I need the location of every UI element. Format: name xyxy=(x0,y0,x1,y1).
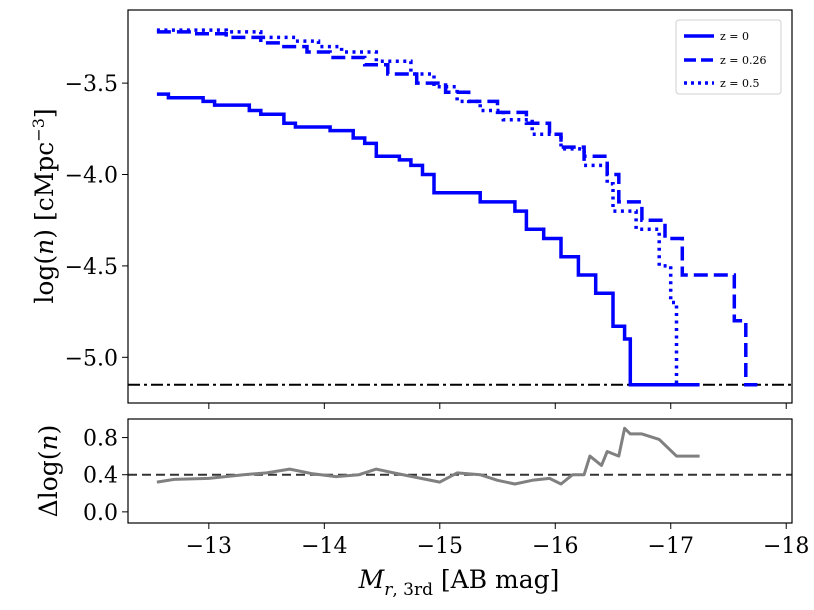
bottom-panel: 0.0 0.4 0.8 −13 −14 −15 −16 −17 −18 Δlog(n) Mr, … xyxy=(34,418,809,600)
legend-label-z0: z = 0 xyxy=(720,30,749,43)
top-ytick-label: −3.5 xyxy=(65,72,118,97)
bottom-ytick-label: 0.0 xyxy=(83,501,118,526)
series-line-2 xyxy=(156,28,679,385)
bottom-xtick-label: −18 xyxy=(763,534,809,559)
bottom-axes-frame xyxy=(127,418,793,524)
top-ticks-group: −3.5 −4.0 −4.5 −5.0 xyxy=(65,72,787,409)
bottom-xtick-label: −15 xyxy=(417,534,463,559)
bottom-ytick-label: 0.4 xyxy=(83,464,118,489)
bottom-y-axis-label: Δlog(n) xyxy=(34,425,63,518)
top-axes-frame xyxy=(127,9,793,404)
bottom-xtick-label: −13 xyxy=(186,534,232,559)
bottom-xtick-label: −16 xyxy=(532,534,578,559)
legend-label-z05: z = 0.5 xyxy=(720,77,760,90)
series-line-1 xyxy=(156,30,758,387)
bottom-xtick-label: −14 xyxy=(301,534,347,559)
bottom-series-group xyxy=(128,426,792,486)
legend: z = 0 z = 0.26 z = 0.5 xyxy=(675,19,782,95)
top-y-axis-label: log(n) [cMpc−3] xyxy=(29,108,59,303)
x-axis-label: Mr, 3rd [AB mag] xyxy=(358,565,560,600)
top-ytick-label: −4.5 xyxy=(65,255,118,280)
bottom-ytick-label: 0.8 xyxy=(83,427,118,452)
series-line-0 xyxy=(156,92,700,387)
legend-box xyxy=(675,19,782,95)
bottom-ticks-group: 0.0 0.4 0.8 −13 −14 −15 −16 −17 −18 xyxy=(83,427,809,559)
difference-line-0 xyxy=(156,426,700,486)
top-ytick-label: −4.0 xyxy=(65,164,118,189)
bottom-xtick-label: −17 xyxy=(648,534,694,559)
top-series-group xyxy=(128,28,792,387)
top-panel: −3.5 −4.0 −4.5 −5.0 log(n) [cMpc−3] z = 0 z… xyxy=(29,9,793,409)
top-ytick-label: −5.0 xyxy=(65,346,118,371)
legend-label-z026: z = 0.26 xyxy=(720,54,767,67)
